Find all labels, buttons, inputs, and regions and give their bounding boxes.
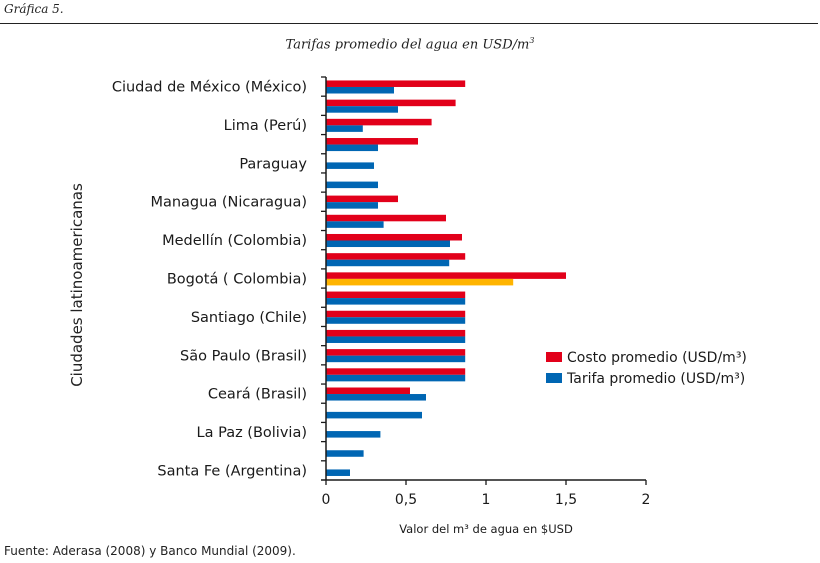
bar-tarifa-3	[326, 144, 378, 152]
bar-tarifa-16	[326, 394, 426, 401]
bar-costo-3	[326, 138, 418, 145]
source-note: Fuente: Aderasa (2008) y Banco Mundial (…	[4, 544, 296, 558]
legend-swatch-costo	[546, 352, 562, 362]
x-axis-label: Valor del m³ de agua en $USD	[399, 522, 573, 536]
bar-tarifa-19	[326, 450, 364, 457]
chart-title-text: Tarifas promedio del agua en USD/m	[285, 37, 530, 53]
x-tick-label: 2	[642, 492, 651, 508]
chart-title-superscript: 3	[529, 36, 535, 45]
bar-tarifa-11	[326, 298, 466, 305]
bar-costo-16	[326, 387, 410, 395]
bar-costo-0	[326, 80, 466, 87]
bar-costo-14	[326, 349, 466, 356]
bar-tarifa-0	[326, 86, 394, 94]
bar-costo-7	[326, 214, 446, 222]
bar-tarifa-9	[326, 259, 450, 267]
x-tick-label: 0	[322, 492, 331, 508]
chart-title: Tarifas promedio del agua en USD/m3	[0, 36, 820, 52]
figure-caption: Gráfica 5.	[4, 2, 64, 16]
category-label: São Paulo (Brasil)	[180, 348, 307, 364]
bar-tarifa-8	[326, 240, 450, 248]
bar-costo-11	[326, 291, 466, 299]
bar-costo-15	[326, 368, 466, 375]
bar-costo-1	[326, 99, 456, 107]
bar-costo-10	[326, 272, 566, 279]
bar-tarifa-15	[326, 374, 466, 382]
bar-costo-2	[326, 118, 432, 126]
bar-costo-8	[326, 233, 462, 241]
legend-swatch-tarifa	[546, 373, 562, 383]
x-tick-label: 1,5	[555, 492, 577, 508]
category-label: Santiago (Chile)	[191, 310, 307, 326]
bar-tarifa-2	[326, 125, 363, 132]
x-tick-label: 1	[482, 492, 491, 508]
bar-tarifa-12	[326, 317, 466, 324]
bar-tarifa-5	[326, 181, 378, 189]
category-label: Managua (Nicaragua)	[150, 195, 307, 211]
category-label: Ceará (Brasil)	[208, 387, 307, 403]
bar-tarifa-1	[326, 106, 398, 113]
category-label: Santa Fe (Argentina)	[157, 463, 307, 479]
header-rule	[0, 23, 818, 24]
bar-tarifa-14	[326, 355, 466, 363]
legend-label-tarifa: Tarifa promedio (USD/m³)	[566, 371, 745, 387]
bar-costo-6	[326, 195, 398, 203]
bar-tarifa-13	[326, 336, 466, 343]
category-label: Lima (Perú)	[224, 118, 307, 134]
category-label: La Paz (Bolivia)	[197, 425, 307, 441]
category-label: Paraguay	[239, 156, 307, 172]
bar-tarifa-17	[326, 411, 422, 419]
category-label: Ciudad de México (México)	[112, 80, 307, 96]
legend-label-costo: Costo promedio (USD/m³)	[567, 350, 747, 366]
category-label: Bogotá ( Colombia)	[167, 272, 307, 288]
bar-costo-12	[326, 310, 466, 318]
bar-tarifa-7	[326, 221, 384, 228]
category-label: Medellín (Colombia)	[162, 233, 307, 249]
bar-tarifa-4	[326, 162, 374, 169]
bar-tarifa-10	[326, 278, 514, 286]
bar-tarifa-6	[326, 202, 378, 209]
bar-tarifa-18	[326, 431, 381, 438]
bar-costo-9	[326, 253, 466, 260]
bar-costo-13	[326, 329, 466, 337]
x-tick-label: 0,5	[395, 492, 417, 508]
bar-tarifa-20	[326, 469, 350, 476]
